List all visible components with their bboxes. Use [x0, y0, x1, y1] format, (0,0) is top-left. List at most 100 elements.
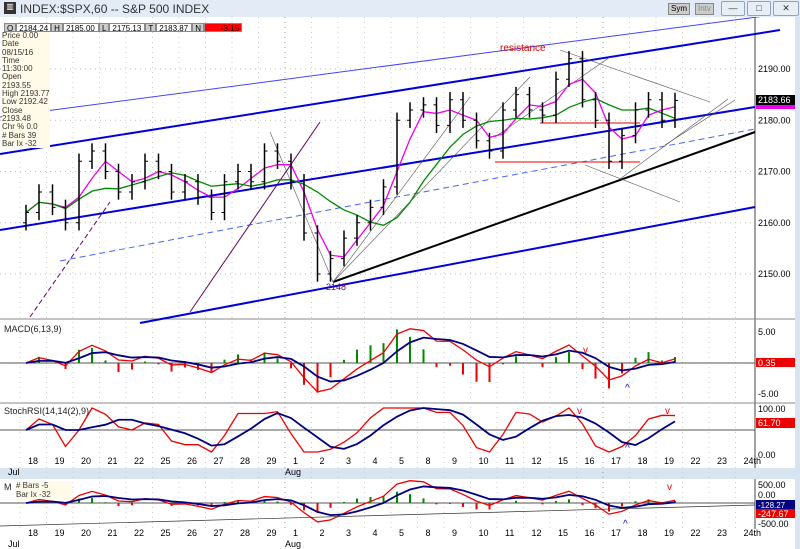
low-label-box: L — [98, 23, 110, 33]
info-line: # Bars 39 — [2, 130, 37, 140]
x-tick-label: 19 — [664, 456, 674, 466]
macd-last: 0.35 — [758, 358, 776, 368]
window-title: INDEX:$SPX,60 -- S&P 500 INDEX — [20, 2, 210, 16]
info-line: Low 2192.42 — [2, 97, 48, 107]
y-tick-label: 2150.00 — [758, 269, 791, 279]
x-tick-label: 18 — [638, 456, 648, 466]
x-tick-label: 1 — [293, 456, 298, 466]
x-tick-label: 18 — [638, 528, 648, 538]
x-tick-label: 24th — [744, 456, 762, 466]
x-tick-label: 29 — [267, 528, 277, 538]
stochrsi-line — [25, 407, 676, 453]
app-icon: ▥ — [4, 2, 16, 14]
lower-mark-v: v — [667, 482, 672, 493]
x-tick-label: 19 — [664, 528, 674, 538]
x-tick-label: 19 — [55, 528, 65, 538]
x-tick-label: 12 — [532, 528, 542, 538]
x-tick-label: 22 — [691, 528, 701, 538]
info-line: Time 11:30:00 — [2, 55, 33, 74]
x-tick-label: 8 — [426, 528, 431, 538]
y-tick-label: 2170.00 — [758, 167, 791, 177]
high-label: H — [51, 23, 63, 33]
lower-tick-0: 0.00 — [758, 490, 776, 500]
trendline — [0, 504, 756, 527]
month-label: Jul — [8, 467, 20, 477]
x-tick-label: 3 — [346, 528, 351, 538]
lower-tick-neg500: -500.00 — [758, 519, 789, 529]
y-tick-label: 2180.00 — [758, 115, 791, 125]
lower-signal-line — [25, 485, 676, 517]
x-tick-label: 25 — [161, 528, 171, 538]
stoch-last: 61.70 — [758, 418, 781, 428]
close-button[interactable]: ✕ — [773, 1, 799, 16]
lower-tick-500: 500.00 — [758, 480, 786, 490]
minimize-button[interactable]: — — [721, 1, 745, 16]
high-value: 2185.00 — [62, 23, 99, 33]
x-tick-label: 5 — [399, 456, 404, 466]
net-change: -3.15 — [204, 23, 243, 33]
stoch-mark-up: ^ — [625, 443, 630, 454]
x-tick-label: 22 — [134, 456, 144, 466]
macd-title: MACD(6,13,9) — [4, 324, 62, 334]
x-tick-label: 9 — [452, 456, 457, 466]
x-tick-label: 23 — [717, 528, 727, 538]
x-tick-label: 21 — [108, 528, 118, 538]
x-tick-label: 5 — [399, 528, 404, 538]
x-tick-label: 27 — [214, 528, 224, 538]
lower-info-panel: # Bars -5 Bar Ix -32 — [16, 481, 72, 499]
x-tick-label: 18 — [28, 456, 38, 466]
x-tick-label: 20 — [81, 528, 91, 538]
info-panel: Price 0.00 Date 08/15/16 Time 11:30:00 O… — [2, 31, 50, 149]
signal-line — [25, 336, 676, 383]
lower-title: M — [4, 482, 12, 492]
stochrsi-title: StochRSI(14,14(2),9) — [4, 406, 89, 416]
open-value: 2184.24 — [16, 23, 52, 33]
stoch-tick-0: 0.00 — [758, 450, 776, 460]
x-tick-label: 9 — [452, 528, 457, 538]
month-label: Aug — [285, 467, 301, 477]
stoch-mark-v1: v — [577, 406, 582, 417]
info-line: Open 2193.55 — [2, 72, 31, 90]
x-tick-label: 28 — [240, 528, 250, 538]
x-tick-label: 24th — [744, 528, 762, 538]
macd-mark-up: ^ — [625, 383, 630, 394]
stoch-tick-100: 100.00 — [758, 404, 786, 414]
last-label: T — [145, 23, 157, 33]
x-tick-label: 16 — [585, 456, 595, 466]
lower-last-2: -247.67 — [758, 509, 789, 519]
x-tick-label: 12 — [532, 456, 542, 466]
info-line: Bar Ix -32 — [2, 138, 37, 148]
ma-fast-line — [25, 78, 676, 258]
x-tick-label: 11 — [505, 456, 514, 466]
x-tick-label: 17 — [611, 528, 621, 538]
x-tick-label: 27 — [214, 456, 224, 466]
x-tick-label: 25 — [161, 456, 171, 466]
y-tick-label: 2190.00 — [758, 64, 791, 74]
intv-button[interactable]: Intv — [695, 3, 714, 15]
sym-button[interactable]: Sym — [668, 3, 690, 15]
maximize-button[interactable]: □ — [747, 1, 771, 16]
x-tick-label: 8 — [426, 456, 431, 466]
x-tick-label: 28 — [240, 456, 250, 466]
info-line: Date 08/15/16 — [2, 39, 34, 57]
x-tick-label: 21 — [108, 456, 118, 466]
y-tick-label: 2160.00 — [758, 218, 791, 228]
x-tick-label: 22 — [691, 456, 701, 466]
macd-tick-5: 5.00 — [758, 327, 776, 337]
x-tick-label: 10 — [479, 528, 489, 538]
ma-slow-line — [25, 97, 676, 227]
x-tick-label: 22 — [134, 528, 144, 538]
chart-svg: resistance 2148 2190.002180.002170.00216… — [0, 17, 795, 549]
month-label: Aug — [285, 539, 301, 549]
x-tick-label: 17 — [611, 456, 621, 466]
last-price: 2183.66 — [758, 95, 791, 105]
x-tick-label: 20 — [81, 456, 91, 466]
trendlines — [0, 17, 781, 324]
low-label: 2148 — [326, 282, 346, 292]
net-label: N — [192, 23, 205, 33]
macd-mark-v: v — [583, 345, 588, 356]
x-tick-label: 10 — [479, 456, 489, 466]
x-tick-label: 1 — [293, 528, 298, 538]
info-line: Bar Ix -32 — [16, 490, 51, 499]
x-tick-label: 15 — [558, 456, 568, 466]
